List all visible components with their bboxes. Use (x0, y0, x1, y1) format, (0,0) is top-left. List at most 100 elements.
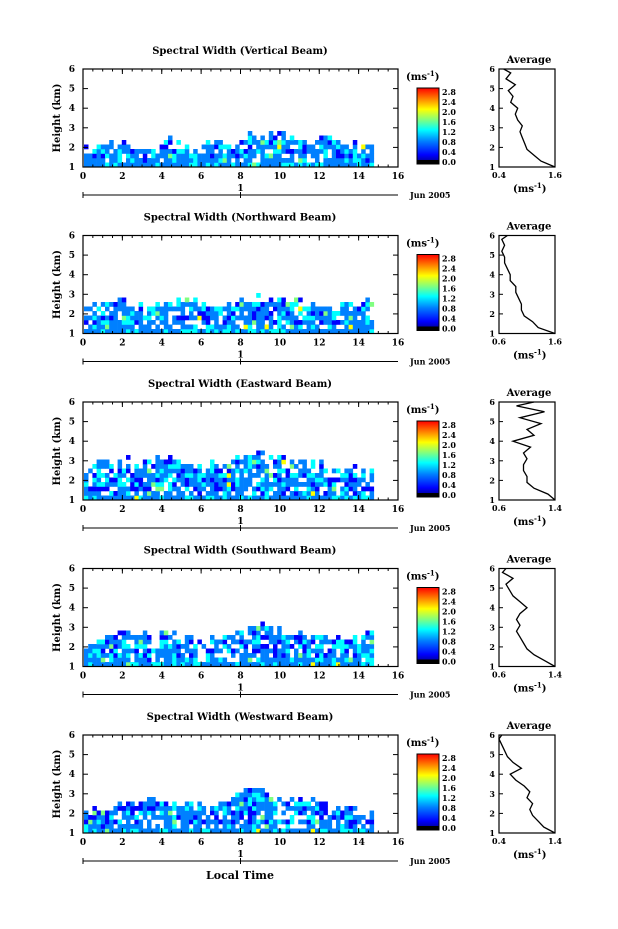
heatmap-cell (243, 819, 249, 825)
heatmap-cell (277, 311, 282, 316)
heatmap-cell (344, 315, 349, 321)
heatmap-cell (235, 639, 240, 645)
heatmap-cell (151, 797, 156, 802)
heatmap-cell (121, 306, 127, 312)
x-tick-label: 6 (198, 505, 204, 515)
heatmap-cell (184, 464, 190, 469)
colorbar-tick-label: 2.0 (442, 607, 456, 617)
heatmap-cell (117, 149, 123, 154)
heatmap-cell (294, 329, 299, 334)
heatmap-cell (159, 464, 165, 469)
heatmap-cell (352, 158, 358, 163)
y-tick-label: 3 (69, 623, 75, 633)
heatmap-cell (231, 320, 236, 325)
heatmap-cell (100, 819, 106, 825)
heatmap-cell (168, 455, 173, 460)
heatmap-cell (331, 639, 337, 645)
heatmap-cell (327, 639, 333, 645)
heatmap-cell (180, 315, 186, 321)
colorbar-tick-label: 0.4 (442, 314, 456, 324)
heatmap-cell (201, 662, 207, 667)
heatmap-cell (138, 324, 144, 330)
heatmap-cell (180, 473, 186, 478)
heatmap-cell (348, 810, 354, 816)
heatmap-cell (243, 797, 249, 802)
heatmap-cell (289, 815, 295, 820)
heatmap-cell (214, 320, 219, 325)
colorbar-tick-label: 0.8 (442, 137, 456, 147)
heatmap-cell (113, 810, 118, 816)
heatmap-cell (352, 311, 358, 316)
heatmap-cell (113, 311, 118, 316)
heatmap-cell (289, 306, 295, 312)
heatmap-cell (239, 468, 244, 474)
heatmap-cell (88, 468, 93, 474)
heatmap-cell (180, 644, 186, 649)
heatmap-cell (189, 639, 194, 645)
heatmap-cell (302, 140, 307, 145)
heatmap-cell (365, 657, 370, 663)
heatmap-cell (327, 144, 333, 150)
heatmap-cell (327, 140, 333, 145)
x-tick-label: 0 (80, 505, 86, 515)
heatmap-cell (113, 320, 118, 325)
heatmap-cell (348, 149, 354, 154)
heatmap-cell (340, 144, 345, 150)
heatmap-cell (306, 819, 312, 825)
heatmap-cell (252, 162, 257, 168)
heatmap-cell (105, 459, 110, 465)
average-y-tick-label: 2 (489, 475, 495, 485)
heatmap-cell (294, 482, 299, 487)
heatmap-cell (210, 162, 215, 168)
heatmap-cell (92, 464, 97, 469)
heatmap-cell (117, 653, 123, 658)
heatmap-cell (159, 810, 165, 816)
heatmap-cell (361, 815, 366, 820)
heatmap-cell (189, 657, 194, 663)
heatmap-cell (298, 657, 303, 663)
heatmap-cell (184, 810, 190, 816)
heatmap-cell (184, 153, 190, 159)
colorbar-tick-label: 1.6 (442, 284, 456, 294)
heatmap-cell (331, 140, 337, 145)
heatmap-cell (189, 306, 194, 312)
heatmap-cell (252, 797, 257, 802)
heatmap-cell (88, 495, 93, 501)
heatmap-cell (138, 149, 144, 154)
heatmap-cell (147, 806, 152, 811)
heatmap-cell (247, 144, 253, 150)
heatmap-cell (268, 635, 274, 640)
heatmap-cell (260, 477, 265, 483)
panel-title: Spectral Width (Eastward Beam) (148, 379, 332, 390)
colorbar-tick-label: 1.2 (442, 460, 456, 470)
heatmap-cell (159, 815, 165, 820)
heatmap-cell (340, 495, 345, 501)
average-title: Average (506, 555, 552, 566)
heatmap-cell (193, 149, 198, 154)
heatmap-cell (243, 801, 249, 807)
heatmap-cell (168, 491, 173, 496)
heatmap-cell (197, 662, 202, 667)
heatmap-cell (121, 144, 127, 150)
heatmap-cell (319, 653, 324, 658)
heatmap-cell (117, 495, 123, 501)
colorbar-tick-label: 2.8 (442, 87, 456, 97)
heatmap-cell (126, 149, 131, 154)
heatmap-cell (184, 828, 190, 834)
average-frame (498, 567, 556, 668)
heatmap-cell (201, 315, 207, 321)
heatmap-cell (365, 635, 370, 640)
heatmap-cell (268, 657, 274, 663)
heatmap-cell (268, 473, 274, 478)
heatmap-cell (247, 626, 253, 631)
x-tick-label: 8 (237, 838, 243, 848)
heatmap-cell (84, 828, 89, 834)
heatmap-cell (134, 662, 139, 667)
heatmap-cell (277, 315, 282, 321)
heatmap-cell (315, 801, 320, 807)
heatmap-cell (163, 459, 169, 465)
heatmap-cell (205, 162, 211, 168)
heatmap-cell (369, 320, 375, 325)
heatmap-cell (92, 477, 97, 483)
heatmap-cell (142, 810, 148, 816)
